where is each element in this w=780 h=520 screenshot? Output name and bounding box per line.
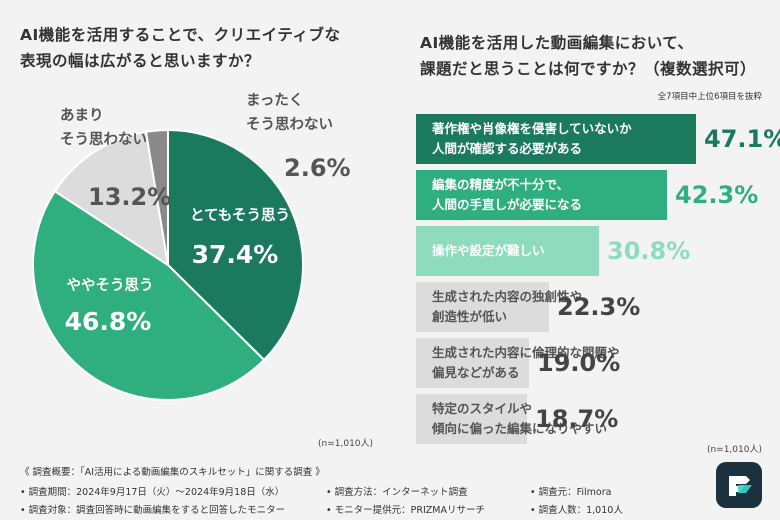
bar-label-line: 偏見などがある [432,365,520,380]
pie-question-title: AI機能を活用することで、クリエイティブな 表現の幅は広がると思いますか？ [20,22,340,74]
bar-question-line-1: AI機能を活用した動画編集において、 [420,34,694,52]
bar-label-line: 生成された内容に倫理的な問題や [432,345,620,360]
filmora-logo-icon [716,462,762,508]
selection-note: 全7項目中上位6項目を抜粋 [657,92,762,102]
survey-footer: 《 調査概要：「AI活用による動画編集のスキルセット」に関する調査 》 • 調査… [0,458,780,520]
pie-slice-label: あまり [60,107,104,124]
bar-label-line: 人間が確認する必要がある [432,141,583,156]
bar-value-label: 22.3% [557,293,641,321]
pie-slice-label: まったく [246,92,303,109]
pie-slice-label: そう思わない [60,131,147,148]
bar-row: 生成された内容に倫理的な問題や 偏見などがある 19.0% [416,338,776,388]
bar [416,114,696,164]
pie-sample-size: (n=1,010人) [318,439,374,449]
bar-label: 生成された内容の独創性や 創造性が低い [432,282,582,332]
bar-label-line: 編集の精度が不十分で、 [432,177,570,192]
pie-question-line-1: AI機能を活用することで、クリエイティブな [20,26,341,44]
survey-summary: 《 調査概要：「AI活用による動画編集のスキルセット」に関する調査 》 [20,467,325,478]
survey-count: • 調査人数：1,010人 [530,505,623,516]
bar-row: 著作権や肖像権を侵害していないか 人間が確認する必要がある 47.1% [416,114,780,164]
pie-slice [32,189,266,401]
bar-label: 編集の精度が不十分で、 人間の手直しが必要になる [432,170,582,220]
pie-slice [144,128,169,266]
bar-row: 操作や設定が難しい 30.8% [416,226,776,276]
pie-slice-label: ややそう思う [67,277,154,294]
bar-value-label: 42.3% [675,181,759,209]
pie-slice [167,128,304,362]
bar-question-title: AI機能を活用した動画編集において、 課題だと思うことは何ですか？（複数選択可） [420,30,756,82]
pie-slice-label: とてもそう思う [190,207,290,224]
pie-panel: AI機能を活用することで、クリエイティブな 表現の幅は広がると思いますか？ とて… [0,0,400,455]
survey-method: • 調査方法：インターネット調査 [326,487,468,498]
bar [416,170,667,220]
bar-label-line: 著作権や肖像権を侵害していないか [432,121,632,136]
bar-label-line: 操作や設定が難しい [432,243,545,258]
bar [416,394,527,444]
bar-value-label: 30.8% [607,237,691,265]
pie-slice-percent: 2.6% [284,154,351,182]
bar-row: 生成された内容の独創性や 創造性が低い 22.3% [416,282,776,332]
pie-slice-percent: 13.2% [88,183,171,211]
bar-label-line: 傾向に偏った編集になりやすい [432,421,608,436]
survey-provider: • モニター提供元：PRIZMAリサーチ [326,505,485,516]
bar-value-label: 47.1% [704,125,780,153]
bar-sample-size: (n=1,010人) [706,445,762,455]
bar-label: 特定のスタイルや傾向に偏った編集になりやすい [432,394,607,444]
bar [416,226,599,276]
survey-target: • 調査対象：調査回答時に動画編集をすると回答したモニター [20,505,286,516]
bar-label: 生成された内容に倫理的な問題や 偏見などがある [432,338,620,388]
bar [416,282,549,332]
bar-panel: AI機能を活用した動画編集において、 課題だと思うことは何ですか？（複数選択可）… [400,0,780,455]
pie-slice-percent: 46.8% [65,307,152,336]
survey-period: • 調査期間：2024年9月17日（火）〜2024年9月18日（水） [20,487,285,498]
bar-value-label: 18.7% [535,405,619,433]
bar-label-line: 創造性が低い [432,309,508,324]
bar-label-line: 人間の手直しが必要になる [432,197,583,212]
pie-question-line-2: 表現の幅は広がると思いますか？ [20,52,261,70]
bar-question-line-2: 課題だと思うことは何ですか？（複数選択可） [420,60,757,78]
pie-slice-percent: 37.4% [192,240,279,269]
bar-row: 編集の精度が不十分で、 人間の手直しが必要になる 42.3% [416,170,776,220]
bar-label: 操作や設定が難しい [432,226,545,276]
bar-label: 著作権や肖像権を侵害していないか 人間が確認する必要がある [432,114,632,164]
bar-row: 特定のスタイルや傾向に偏った編集になりやすい 18.7% [416,394,776,444]
bar-label-line: 生成された内容の独創性や [432,289,583,304]
bar [416,338,529,388]
pie-slice-label: そう思わない [246,116,333,133]
pie-slice [53,130,170,268]
bar-label-line: 特定のスタイルや [432,401,533,416]
bar-value-label: 19.0% [537,349,621,377]
survey-source: • 調査元：Filmora [530,487,612,498]
